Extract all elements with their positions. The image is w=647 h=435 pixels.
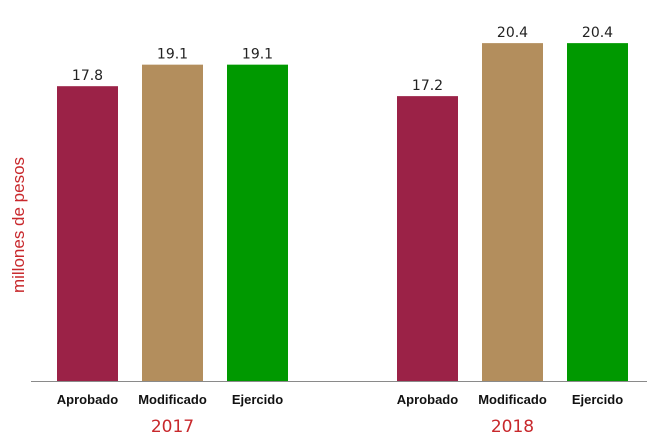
category-label-2017-modificado: Modificado	[138, 392, 207, 407]
category-label-2017-ejercido: Ejercido	[232, 392, 283, 407]
group-label-2017: 2017	[151, 417, 194, 435]
data-label-2018-modificado: 20.4	[497, 25, 528, 41]
data-label-2017-ejercido: 19.1	[242, 47, 273, 63]
data-label-2017-aprobado: 17.8	[72, 68, 103, 84]
category-label-2017-aprobado: Aprobado	[57, 392, 118, 407]
category-label-2018-aprobado: Aprobado	[397, 392, 458, 407]
data-label-2017-modificado: 19.1	[157, 47, 188, 63]
bar-2018-modificado	[482, 43, 543, 381]
category-label-2018-modificado: Modificado	[478, 392, 547, 407]
bar-2017-ejercido	[227, 64, 288, 381]
bar-2017-aprobado	[57, 86, 118, 381]
bar-2018-ejercido	[567, 43, 628, 381]
group-label-2018: 2018	[491, 417, 534, 435]
data-label-2018-aprobado: 17.2	[412, 78, 443, 94]
category-label-2018-ejercido: Ejercido	[572, 392, 623, 407]
data-label-2018-ejercido: 20.4	[582, 25, 613, 41]
bar-2018-aprobado	[397, 96, 458, 381]
bar-2017-modificado	[142, 64, 203, 381]
